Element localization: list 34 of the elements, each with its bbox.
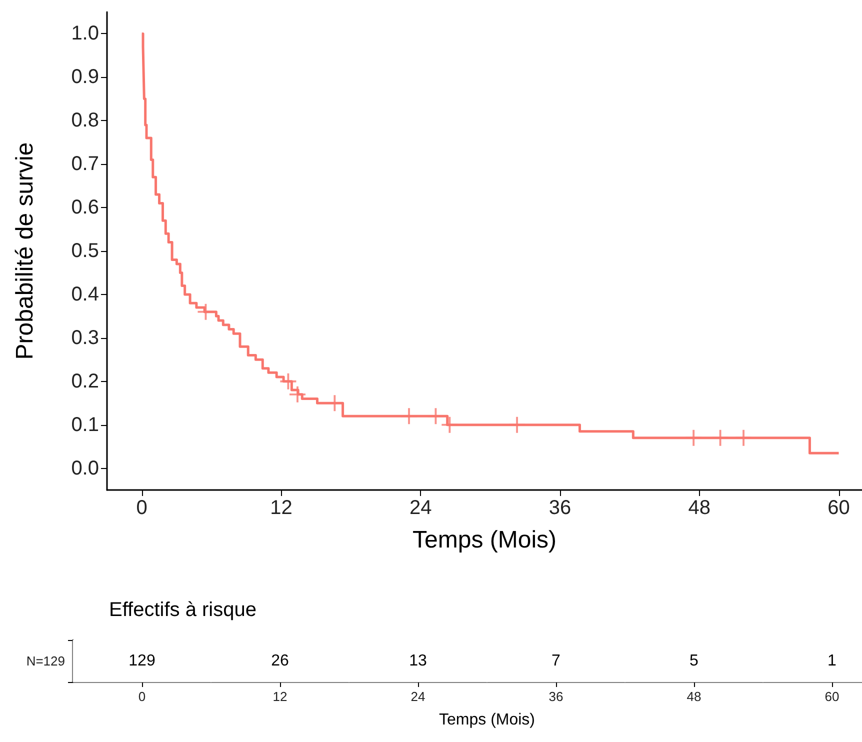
y-tick-label: 0.4 bbox=[71, 283, 99, 306]
x-tick-label: 36 bbox=[548, 497, 572, 519]
y-tick-label: 0.2 bbox=[71, 370, 99, 392]
x-axis-title: Temps (Mois) bbox=[438, 712, 536, 728]
x-tick-label: 0 bbox=[136, 497, 148, 519]
y-axis-title: Probabilité de survie bbox=[12, 142, 38, 360]
chart-title: Effectifs à risque bbox=[109, 599, 256, 621]
y-tick-label: 0.1 bbox=[71, 414, 99, 436]
x-tick-label: 12 bbox=[272, 689, 288, 704]
y-tick-label: N=129 bbox=[26, 654, 65, 668]
y-tick-label: 0.6 bbox=[71, 196, 99, 219]
y-tick-label: 0.9 bbox=[71, 66, 99, 88]
data-label: 5 bbox=[690, 652, 699, 670]
y-tick-label: 0.3 bbox=[71, 326, 99, 349]
data-label: 26 bbox=[271, 652, 289, 670]
x-tick-label: 36 bbox=[548, 689, 564, 704]
x-axis-title: Temps (Mois) bbox=[412, 526, 557, 554]
x-tick-label: 48 bbox=[686, 689, 702, 704]
x-tick-label: 0 bbox=[138, 689, 146, 704]
y-tick-label: 0.7 bbox=[71, 153, 99, 176]
x-tick-label: 24 bbox=[409, 497, 432, 519]
y-tick-label: 0.8 bbox=[71, 110, 99, 132]
x-tick-label: 12 bbox=[270, 497, 292, 519]
data-label: 13 bbox=[409, 652, 427, 670]
y-tick-label: 0.5 bbox=[71, 240, 99, 262]
data-label: 1 bbox=[828, 652, 837, 670]
x-tick-label: 48 bbox=[688, 497, 711, 519]
x-tick-label: 60 bbox=[824, 689, 840, 704]
y-tick-label: 1.0 bbox=[71, 22, 99, 45]
data-label: 129 bbox=[128, 652, 156, 670]
y-tick-label: 0.0 bbox=[71, 457, 99, 480]
x-tick-label: 24 bbox=[410, 689, 426, 704]
data-label: 7 bbox=[552, 652, 561, 670]
x-tick-label: 60 bbox=[828, 497, 850, 519]
